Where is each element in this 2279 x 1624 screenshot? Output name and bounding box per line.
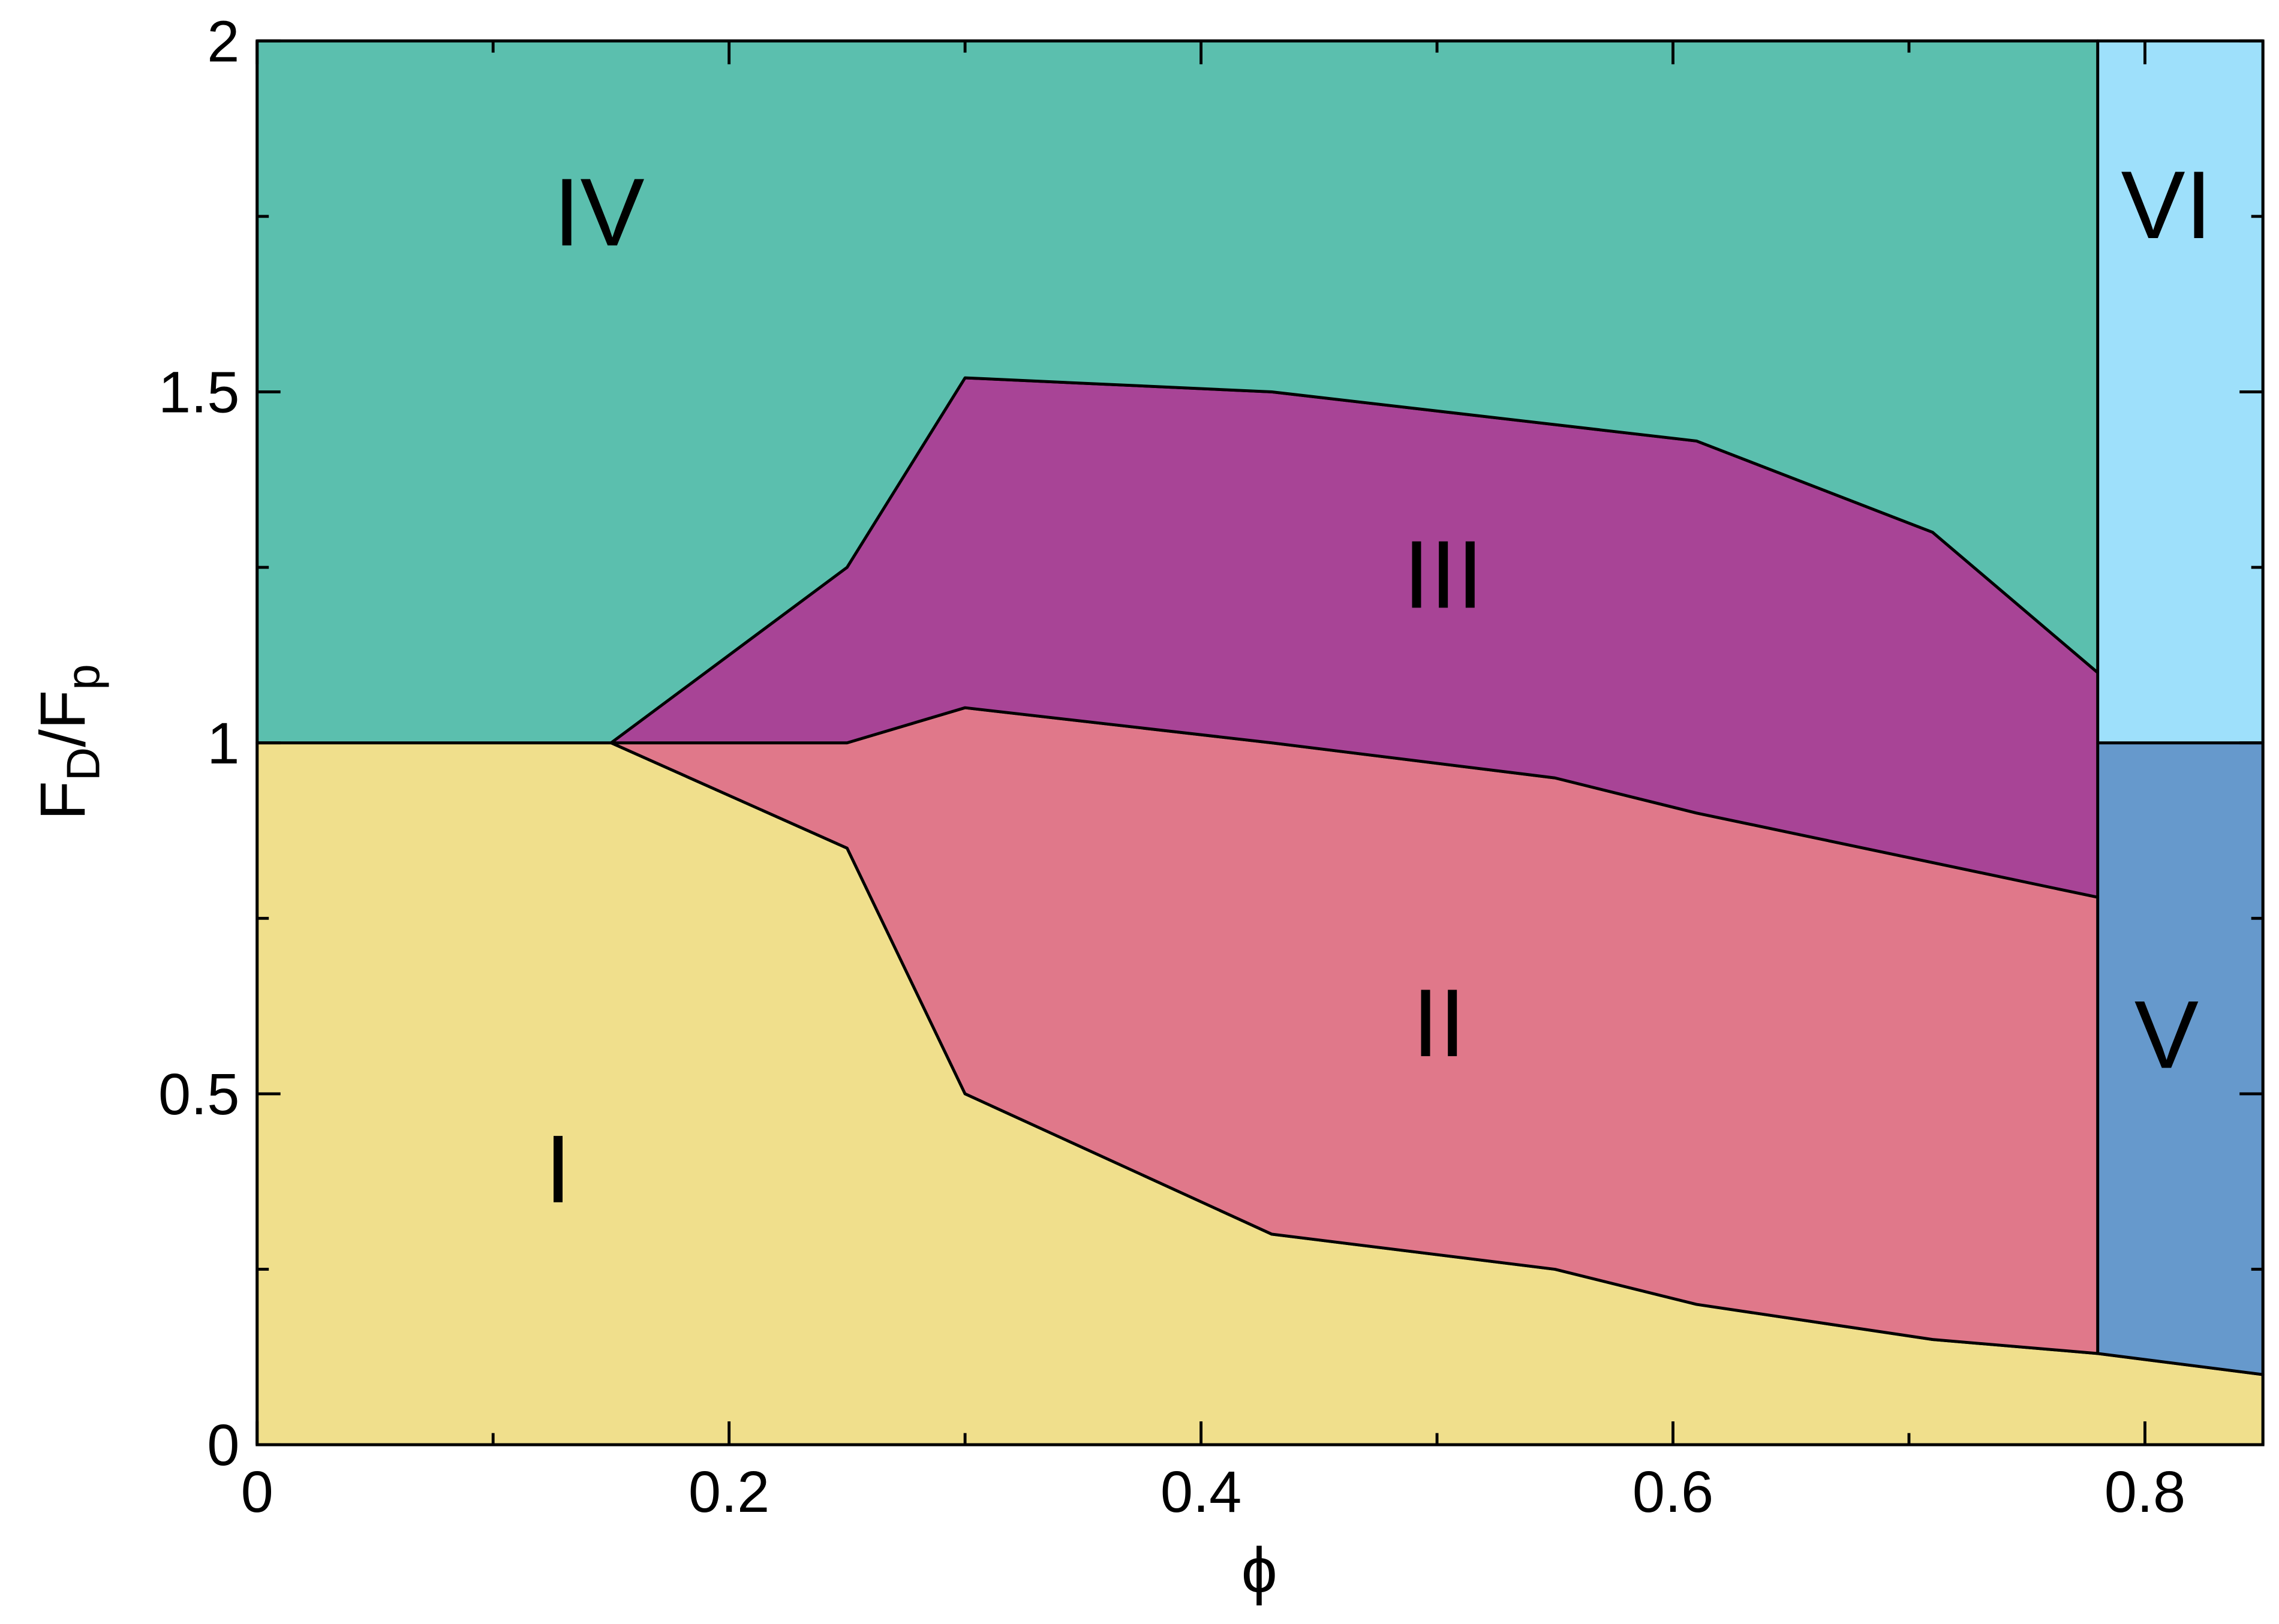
region-label: I	[545, 1115, 572, 1223]
plot-frame	[255, 39, 2265, 1446]
phase-region	[2096, 39, 2265, 745]
y-tick-label: 2	[207, 8, 239, 74]
region-label: IV	[554, 158, 645, 266]
y-label-part: p	[57, 664, 110, 690]
x-tick-label: 0.2	[688, 1459, 769, 1524]
region-label: II	[1412, 969, 1466, 1077]
x-tick-label: 0.8	[2104, 1459, 2185, 1524]
y-label-part: F	[26, 781, 98, 820]
x-tick-label: 0.4	[1160, 1459, 1241, 1524]
y-label-part: D	[57, 747, 110, 781]
x-tick-label: 0.6	[1632, 1459, 1713, 1524]
y-tick-label: 0.5	[158, 1061, 239, 1127]
y-tick-label: 0	[207, 1412, 239, 1478]
y-tick-label: 1.5	[158, 360, 239, 425]
x-axis-label: ϕ	[1241, 1534, 1277, 1606]
regions	[255, 39, 2265, 1446]
y-tick-label: 1	[207, 711, 239, 776]
region-label: VI	[2121, 151, 2212, 259]
region-label: V	[2134, 981, 2199, 1089]
y-label-part: /F	[26, 690, 98, 747]
x-tick-label: 0	[241, 1459, 273, 1524]
y-axis-label: FD/Fp	[26, 664, 109, 820]
region-label: III	[1403, 521, 1484, 628]
